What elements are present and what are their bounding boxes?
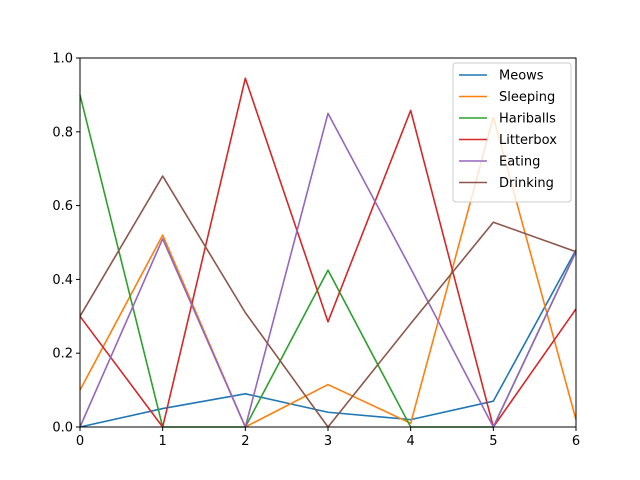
y-tick-label: 0.0 <box>52 421 73 436</box>
y-tick-label: 0.8 <box>52 125 73 140</box>
legend-label-drinking: Drinking <box>499 176 554 191</box>
series-line-meows <box>79 249 577 428</box>
legend-label-litterbox: Litterbox <box>499 133 557 148</box>
y-axis: 0.0 0.2 0.4 0.6 0.8 1.0 <box>52 52 80 436</box>
x-tick-label: 3 <box>324 434 332 449</box>
y-tick-label: 1.0 <box>52 52 73 67</box>
x-tick-label: 4 <box>407 434 415 449</box>
y-tick-label: 0.4 <box>52 273 73 288</box>
legend-label-sleeping: Sleeping <box>499 90 555 105</box>
x-tick-label: 1 <box>159 434 167 449</box>
y-tick-label: 0.6 <box>52 199 73 214</box>
legend-box <box>452 62 572 203</box>
y-tick-label: 0.2 <box>52 347 73 362</box>
x-tick-label: 5 <box>489 434 497 449</box>
series-line-drinking <box>79 175 577 428</box>
x-axis: 0 1 2 3 4 5 6 <box>76 427 580 449</box>
legend: Meows Sleeping Hariballs Litterbox Eating Dri… <box>452 62 572 203</box>
legend-label-eating: Eating <box>499 155 540 170</box>
x-tick-label: 6 <box>572 434 580 449</box>
legend-label-meows: Meows <box>499 69 544 84</box>
x-tick-label: 2 <box>241 434 249 449</box>
x-tick-label: 0 <box>76 434 84 449</box>
legend-label-hariballs: Hariballs <box>499 112 556 127</box>
